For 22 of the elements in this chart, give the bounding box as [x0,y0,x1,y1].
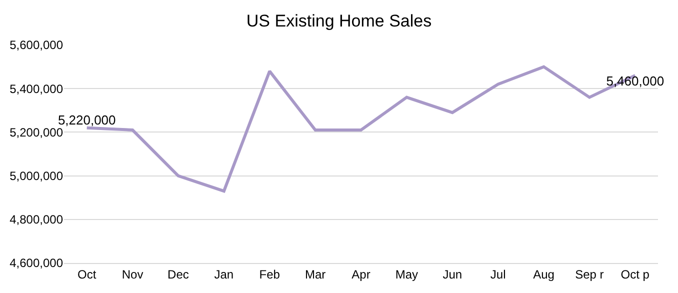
x-tick-label: Jan [214,267,234,282]
x-tick-label: Nov [122,267,144,282]
x-tick-label: May [395,267,418,282]
data-label: 5,220,000 [58,112,116,128]
x-tick-label: Sep r [575,267,604,282]
x-tick-label: Dec [168,267,189,282]
y-tick-label: 5,600,000 [10,38,64,52]
x-tick-label: Jun [442,267,462,282]
x-tick-label: Jul [490,267,506,282]
chart-title: US Existing Home Sales [246,12,432,31]
x-tick-label: Feb [259,267,280,282]
y-tick-label: 4,600,000 [10,256,64,270]
x-tick-label: Apr [352,267,370,282]
data-label: 5,460,000 [606,73,664,88]
y-tick-label: 5,000,000 [10,169,64,183]
y-tick-label: 5,400,000 [10,82,64,96]
y-tick-label: 5,200,000 [10,125,64,140]
x-tick-label: Aug [533,267,554,282]
x-tick-label: Oct [78,267,97,282]
y-tick-label: 4,800,000 [10,212,64,227]
x-tick-label: Oct p [620,267,650,282]
x-tick-label: Mar [304,267,326,282]
